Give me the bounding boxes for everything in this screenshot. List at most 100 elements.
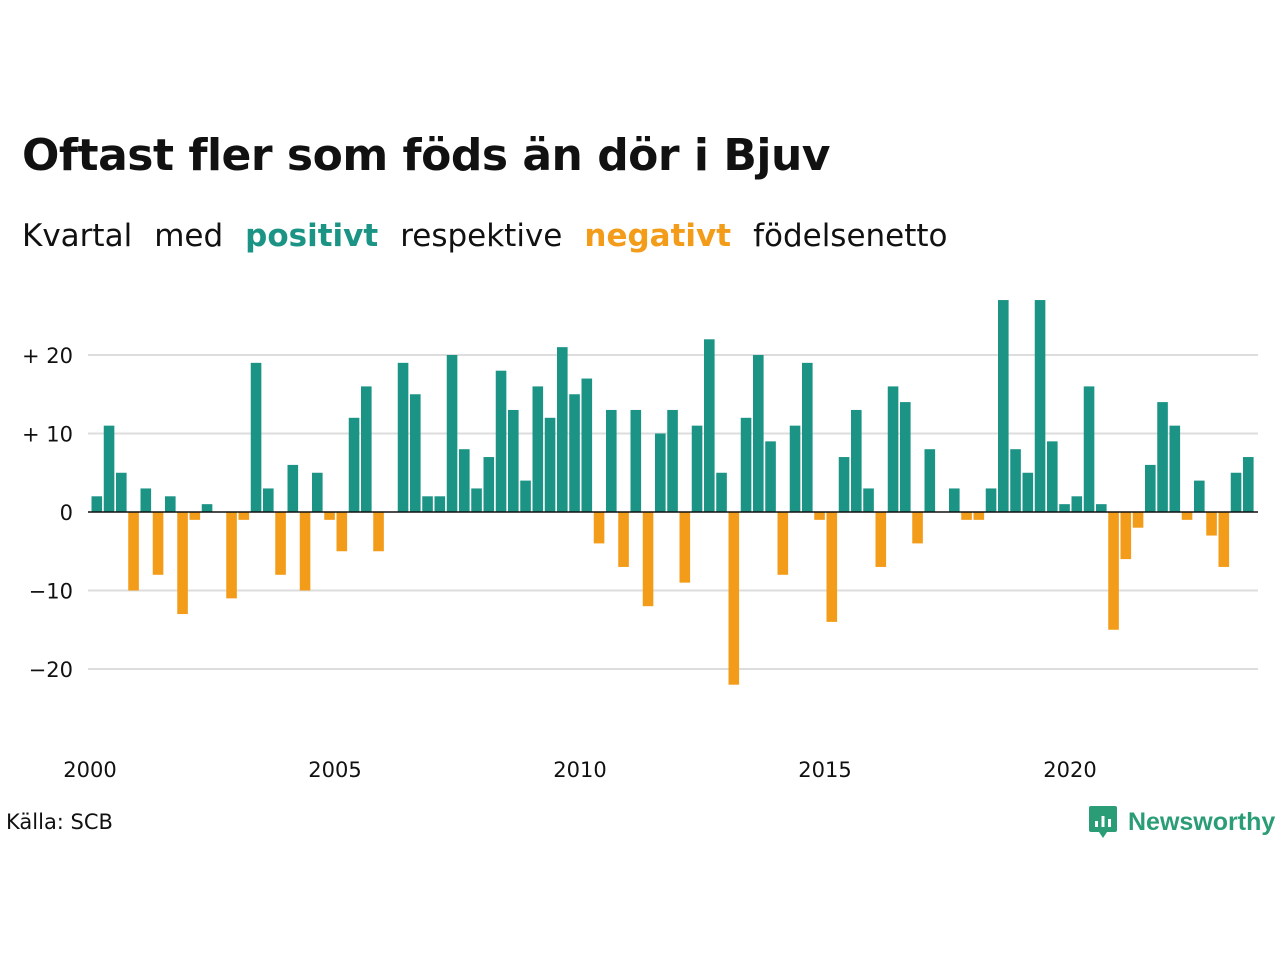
bar-positive	[397, 362, 409, 512]
newsworthy-icon	[1089, 806, 1117, 838]
bar-positive	[250, 362, 262, 512]
bar-negative	[618, 512, 629, 567]
bar-positive	[459, 449, 470, 512]
bar-positive	[1022, 472, 1034, 512]
source-note: Källa: SCB	[6, 810, 113, 834]
bar-positive	[312, 472, 323, 512]
bar-negative	[128, 512, 139, 591]
bar-positive	[520, 480, 531, 512]
bar-negative	[152, 512, 164, 575]
bar-positive	[887, 386, 899, 512]
bar-positive	[581, 378, 593, 512]
bar-negative	[189, 512, 201, 520]
bar-positive	[1145, 464, 1156, 512]
bar-negative	[336, 512, 348, 552]
bar-positive	[998, 300, 1009, 512]
bar-negative	[826, 512, 838, 622]
bar-positive	[1169, 425, 1181, 512]
bar-positive	[667, 409, 678, 512]
bar-negative	[642, 512, 654, 607]
bar-positive	[924, 449, 936, 512]
bar-negative	[1132, 512, 1144, 528]
bar-positive	[361, 386, 372, 512]
x-tick-label: 2000	[63, 758, 116, 782]
bar-negative	[728, 512, 740, 685]
chart-subtitle: Kvartal med positivt respektive negativt föde…	[22, 218, 970, 254]
bar-positive	[103, 425, 115, 512]
bar-positive	[691, 425, 703, 512]
bar-negative	[973, 512, 985, 520]
bar-negative	[299, 512, 311, 591]
bar-negative	[679, 512, 691, 583]
subtitle-word-respektive: respektive	[400, 218, 563, 254]
bar-positive	[1157, 402, 1168, 512]
bar-negative	[912, 512, 923, 544]
bar-positive	[91, 496, 103, 512]
bar-positive	[900, 402, 911, 512]
bar-positive	[985, 488, 997, 512]
bar-positive	[1047, 441, 1058, 512]
x-tick-label: 2015	[798, 758, 851, 782]
bar-positive	[1034, 300, 1046, 512]
bar-negative	[177, 512, 188, 615]
bar-positive	[838, 457, 850, 512]
y-tick-label: 0	[60, 501, 73, 525]
bar-negative	[1120, 512, 1132, 560]
bar-positive	[851, 409, 862, 512]
bar-positive	[422, 496, 433, 512]
bar-positive	[1230, 472, 1242, 512]
bar-positive	[201, 504, 213, 512]
axis-layer: + 20 + 10 0 −10 −20 2000 2005 2010 2015 2020	[22, 344, 1258, 782]
bar-positive	[753, 355, 764, 512]
bar-negative	[226, 512, 237, 599]
bar-positive	[1096, 504, 1107, 512]
y-tick-label: + 20	[22, 344, 73, 368]
bar-positive	[165, 496, 176, 512]
bar-positive	[1071, 496, 1083, 512]
bar-positive	[140, 488, 152, 512]
bar-negative	[1218, 512, 1230, 567]
bar-chart: + 20 + 10 0 −10 −20 2000 2005 2010 2015 2020	[22, 300, 1258, 782]
bar-positive	[263, 488, 274, 512]
bar-positive	[410, 394, 421, 512]
x-tick-label: 2010	[553, 758, 606, 782]
bar-positive	[1010, 449, 1021, 512]
bar-positive	[116, 472, 127, 512]
bar-positive	[1083, 386, 1095, 512]
bar-positive	[606, 409, 617, 512]
bar-positive	[569, 394, 580, 512]
x-tick-label: 2020	[1043, 758, 1096, 782]
bar-positive	[557, 347, 568, 512]
bar-negative	[1108, 512, 1119, 630]
bar-positive	[1059, 504, 1070, 512]
bar-negative	[814, 512, 825, 520]
bar-negative	[875, 512, 887, 567]
y-tick-label: −20	[29, 658, 73, 682]
bar-positive	[434, 496, 446, 512]
y-tick-label: + 10	[22, 423, 73, 447]
bar-positive	[1243, 457, 1254, 512]
bar-negative	[1206, 512, 1217, 536]
subtitle-negative-label: negativt	[584, 218, 732, 254]
bar-negative	[777, 512, 789, 575]
bar-positive	[716, 472, 727, 512]
subtitle-positive-label: positivt	[245, 218, 379, 254]
bar-negative	[238, 512, 250, 520]
bar-negative	[961, 512, 972, 520]
bar-negative	[324, 512, 335, 520]
y-tick-label: −10	[29, 580, 73, 604]
bar-positive	[789, 425, 801, 512]
bar-negative	[373, 512, 384, 552]
x-tick-label: 2005	[308, 758, 361, 782]
bar-positive	[802, 362, 813, 512]
bar-positive	[740, 417, 752, 512]
bar-positive	[630, 409, 642, 512]
brand-name: Newsworthy	[1128, 807, 1276, 836]
bar-positive	[655, 433, 666, 512]
bars-layer	[91, 300, 1254, 685]
bar-positive	[508, 409, 519, 512]
bar-positive	[863, 488, 874, 512]
subtitle-word-kvartal: Kvartal	[22, 218, 133, 254]
subtitle-word-med: med	[154, 218, 224, 254]
grid-layer	[88, 354, 1258, 670]
